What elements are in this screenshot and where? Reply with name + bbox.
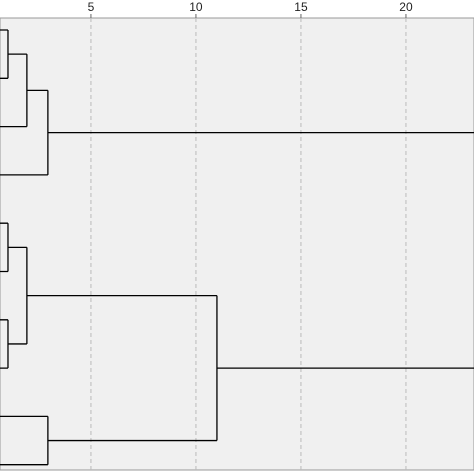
grid [90,14,407,470]
x-tick-label: 5 [88,0,95,14]
dendrogram [0,29,474,466]
x-tick-label: 20 [399,0,413,14]
x-tick-label: 15 [294,0,308,14]
plot-area [0,17,474,471]
x-tick-label: 10 [189,0,203,14]
